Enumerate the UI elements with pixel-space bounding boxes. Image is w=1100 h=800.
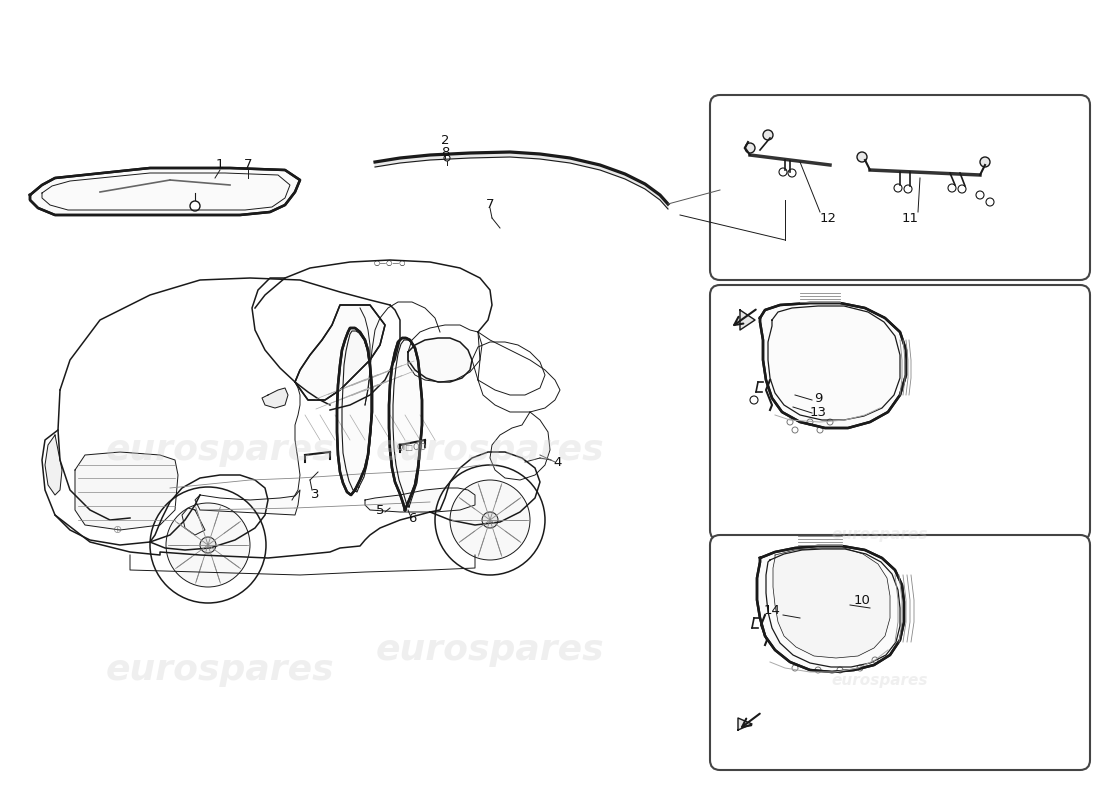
Polygon shape bbox=[375, 152, 668, 209]
Circle shape bbox=[827, 419, 833, 425]
Polygon shape bbox=[30, 168, 300, 215]
Text: 14: 14 bbox=[763, 603, 780, 617]
Circle shape bbox=[788, 169, 796, 177]
Text: eurospares: eurospares bbox=[376, 433, 604, 467]
Polygon shape bbox=[75, 452, 178, 530]
Circle shape bbox=[482, 512, 498, 528]
Text: 9: 9 bbox=[814, 391, 822, 405]
Text: eurospares: eurospares bbox=[106, 653, 334, 687]
Circle shape bbox=[745, 143, 755, 153]
Text: 4: 4 bbox=[553, 455, 562, 469]
Circle shape bbox=[958, 185, 966, 193]
Text: 1: 1 bbox=[216, 158, 224, 171]
Circle shape bbox=[434, 465, 544, 575]
Polygon shape bbox=[195, 490, 300, 515]
Circle shape bbox=[166, 503, 250, 587]
Circle shape bbox=[792, 665, 798, 671]
Circle shape bbox=[837, 667, 843, 673]
Circle shape bbox=[904, 185, 912, 193]
Circle shape bbox=[750, 396, 758, 404]
Polygon shape bbox=[262, 388, 288, 408]
Circle shape bbox=[857, 665, 864, 671]
FancyBboxPatch shape bbox=[710, 535, 1090, 770]
Polygon shape bbox=[757, 546, 904, 672]
Circle shape bbox=[980, 157, 990, 167]
Text: 11: 11 bbox=[902, 211, 918, 225]
Polygon shape bbox=[760, 303, 906, 428]
Circle shape bbox=[190, 201, 200, 211]
Circle shape bbox=[976, 191, 984, 199]
Text: 10: 10 bbox=[854, 594, 870, 606]
Text: eurospares: eurospares bbox=[106, 433, 334, 467]
Polygon shape bbox=[365, 488, 475, 512]
Circle shape bbox=[779, 168, 786, 176]
Circle shape bbox=[763, 130, 773, 140]
Circle shape bbox=[817, 427, 823, 433]
Polygon shape bbox=[45, 435, 62, 495]
Text: 6: 6 bbox=[408, 511, 416, 525]
Polygon shape bbox=[182, 508, 205, 535]
Circle shape bbox=[807, 419, 813, 425]
Circle shape bbox=[872, 657, 878, 663]
Circle shape bbox=[786, 419, 793, 425]
Text: ○—○—○: ○—○—○ bbox=[374, 260, 406, 266]
Circle shape bbox=[450, 480, 530, 560]
Polygon shape bbox=[740, 310, 755, 330]
Circle shape bbox=[986, 198, 994, 206]
Text: eurospares: eurospares bbox=[832, 527, 928, 542]
Text: 13: 13 bbox=[810, 406, 826, 418]
Polygon shape bbox=[408, 338, 472, 382]
Polygon shape bbox=[773, 548, 890, 658]
FancyBboxPatch shape bbox=[710, 95, 1090, 280]
FancyBboxPatch shape bbox=[710, 285, 1090, 540]
Circle shape bbox=[200, 537, 216, 553]
Text: ⊕: ⊕ bbox=[113, 525, 123, 535]
Circle shape bbox=[444, 155, 450, 161]
Circle shape bbox=[792, 427, 798, 433]
Text: 12: 12 bbox=[820, 211, 836, 225]
Polygon shape bbox=[738, 718, 752, 730]
Text: 7: 7 bbox=[244, 158, 252, 171]
Text: 8: 8 bbox=[441, 146, 449, 158]
Circle shape bbox=[894, 184, 902, 192]
Text: 3: 3 bbox=[310, 489, 319, 502]
Text: QI□OO: QI□OO bbox=[397, 443, 427, 452]
Text: 7: 7 bbox=[486, 198, 494, 211]
Polygon shape bbox=[295, 305, 385, 400]
Circle shape bbox=[150, 487, 266, 603]
Text: eurospares: eurospares bbox=[832, 673, 928, 687]
Text: 2: 2 bbox=[441, 134, 449, 146]
Text: 5: 5 bbox=[376, 503, 384, 517]
Text: eurospares: eurospares bbox=[376, 633, 604, 667]
Polygon shape bbox=[389, 338, 422, 510]
Circle shape bbox=[857, 152, 867, 162]
Polygon shape bbox=[337, 328, 372, 495]
Circle shape bbox=[815, 667, 821, 673]
Circle shape bbox=[948, 184, 956, 192]
